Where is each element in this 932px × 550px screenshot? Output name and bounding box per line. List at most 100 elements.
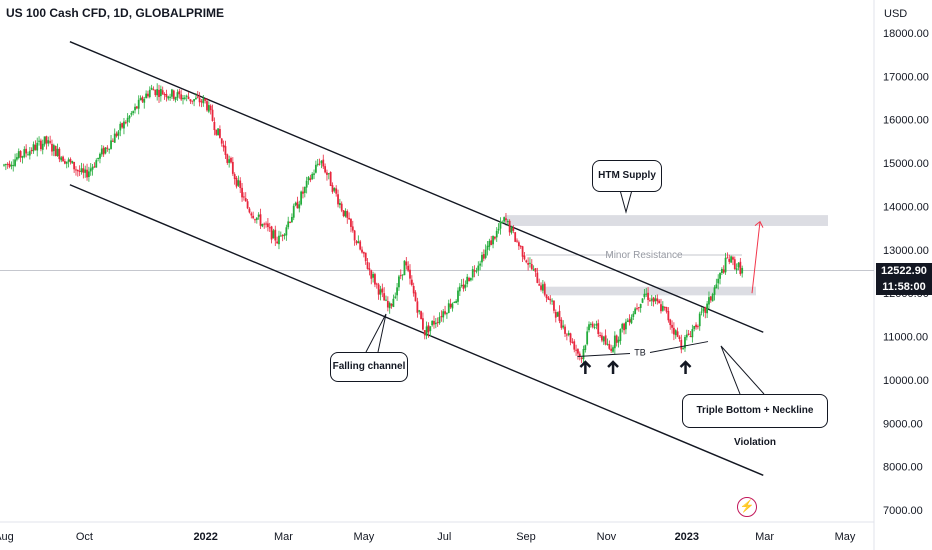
- candle-body: [613, 335, 616, 349]
- candle-body: [285, 227, 288, 236]
- candle-body: [252, 215, 255, 219]
- candle-body: [106, 147, 109, 149]
- candle-body: [501, 222, 504, 224]
- candle-body: [250, 213, 253, 216]
- candle-body: [261, 223, 264, 227]
- candle-body: [733, 259, 736, 270]
- candle-body: [30, 149, 33, 152]
- candle-body: [479, 263, 482, 266]
- candle-body: [344, 210, 347, 217]
- candle-body: [604, 335, 607, 345]
- candle-body: [248, 208, 251, 213]
- candle-body: [36, 142, 39, 151]
- candle-body: [97, 157, 100, 159]
- candle-body: [244, 198, 247, 202]
- candle-body: [409, 269, 411, 279]
- candle-body: [219, 129, 221, 138]
- candle-body: [198, 97, 201, 103]
- candle-body: [689, 336, 692, 338]
- candle-body: [324, 166, 327, 173]
- candles: [3, 83, 744, 365]
- candle-body: [698, 313, 701, 327]
- candle-body: [320, 160, 323, 164]
- candle-body: [14, 159, 16, 166]
- candle-body: [434, 322, 437, 325]
- lightning-alert-icon[interactable]: ⚡: [737, 497, 757, 517]
- candle-body: [661, 305, 664, 311]
- triple-bottom-callout[interactable]: Triple Bottom + Neckline Violation: [682, 394, 828, 448]
- candle-body: [243, 196, 245, 198]
- candle-body: [180, 94, 183, 100]
- support-zone: [544, 286, 756, 296]
- candle-body: [292, 205, 295, 218]
- candle-body: [8, 163, 11, 167]
- candle-body: [302, 191, 304, 194]
- candle-body: [407, 265, 410, 271]
- projection-arrow: [751, 221, 761, 294]
- candle-body: [123, 121, 125, 129]
- candle-body: [534, 268, 537, 272]
- candle-body: [296, 201, 299, 209]
- candle-body: [580, 357, 583, 359]
- candle-body: [95, 160, 98, 168]
- candle-body: [610, 348, 613, 351]
- candle-body: [211, 109, 214, 122]
- candle-body: [412, 285, 415, 294]
- y-tick-label: 18000.00: [883, 28, 929, 40]
- falling-channel-callout[interactable]: Falling channel: [330, 352, 408, 382]
- candle-body: [372, 274, 374, 278]
- candle-body: [562, 325, 565, 328]
- candle-body: [27, 154, 29, 156]
- candle-body: [429, 326, 432, 332]
- arrow-up-icon: [679, 360, 692, 368]
- candle-body: [241, 187, 243, 198]
- candle-body: [73, 161, 76, 170]
- candle-body: [621, 323, 624, 329]
- candle-body: [536, 272, 539, 283]
- candle-body: [263, 223, 266, 225]
- candle-body: [722, 269, 725, 273]
- candle-body: [333, 187, 336, 191]
- candle-body: [108, 148, 111, 150]
- candle-body: [84, 169, 87, 173]
- candle-body: [113, 133, 116, 143]
- candle-body: [654, 298, 657, 301]
- candle-body: [569, 333, 572, 343]
- candle-body: [294, 202, 297, 206]
- candle-body: [62, 156, 64, 162]
- candle-body: [706, 303, 709, 314]
- candle-body: [239, 180, 242, 189]
- htm-supply-callout[interactable]: HTM Supply: [592, 160, 662, 192]
- candle-body: [47, 140, 50, 144]
- candle-body: [401, 274, 404, 276]
- candle-body: [444, 311, 446, 314]
- candle-body: [676, 331, 679, 337]
- candle-body: [278, 235, 280, 245]
- x-tick-label: Nov: [597, 531, 617, 543]
- candle-body: [527, 262, 530, 265]
- candle-body: [51, 143, 53, 152]
- candle-body: [335, 188, 338, 194]
- candle-body: [342, 210, 345, 216]
- candle-body: [21, 156, 24, 158]
- candle-body: [318, 163, 321, 165]
- candle-body: [608, 344, 611, 349]
- candle-body: [565, 334, 568, 336]
- candle-body: [361, 249, 363, 253]
- candle-body: [652, 297, 655, 303]
- x-tick-label: Oct: [76, 531, 93, 543]
- candle-body: [700, 311, 703, 313]
- candle-body: [543, 283, 546, 295]
- candle-body: [283, 234, 286, 236]
- candle-body: [717, 278, 720, 284]
- candle-body: [326, 172, 328, 175]
- candle-body: [56, 148, 59, 157]
- x-tick-label: 2023: [675, 531, 699, 543]
- candle-body: [121, 123, 124, 128]
- candle-body: [451, 303, 454, 309]
- candle-body: [503, 217, 506, 222]
- candle-body: [276, 241, 279, 244]
- candle-body: [468, 277, 470, 282]
- candle-body: [634, 308, 637, 315]
